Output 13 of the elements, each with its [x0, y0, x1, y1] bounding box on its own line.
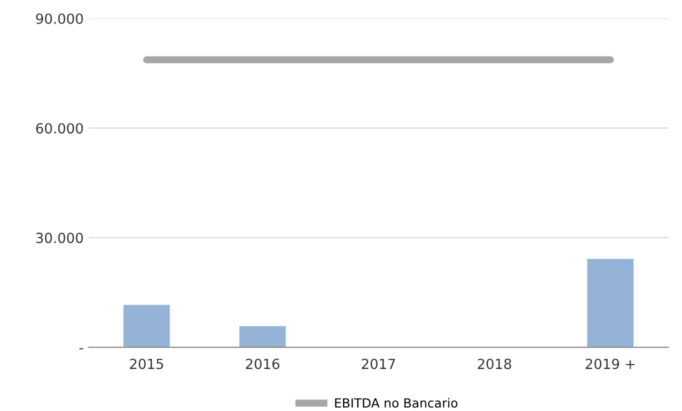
bar [587, 258, 634, 348]
x-tick-label: 2018 [478, 358, 512, 370]
x-tick-label: 2015 [130, 358, 164, 370]
y-tick-label: 90.000 [36, 13, 83, 24]
x-tick-label: 2019 + [586, 358, 635, 370]
y-tick-label: 60.000 [36, 123, 83, 134]
x-tick-label: 2017 [362, 358, 395, 370]
x-tick-label: 2016 [246, 358, 280, 370]
y-tick-label: 30.000 [36, 232, 83, 244]
bar [239, 326, 286, 348]
legend-label: EBITDA no Bancario [335, 398, 458, 408]
bar [123, 304, 170, 348]
y-tick-label: - [79, 348, 84, 350]
